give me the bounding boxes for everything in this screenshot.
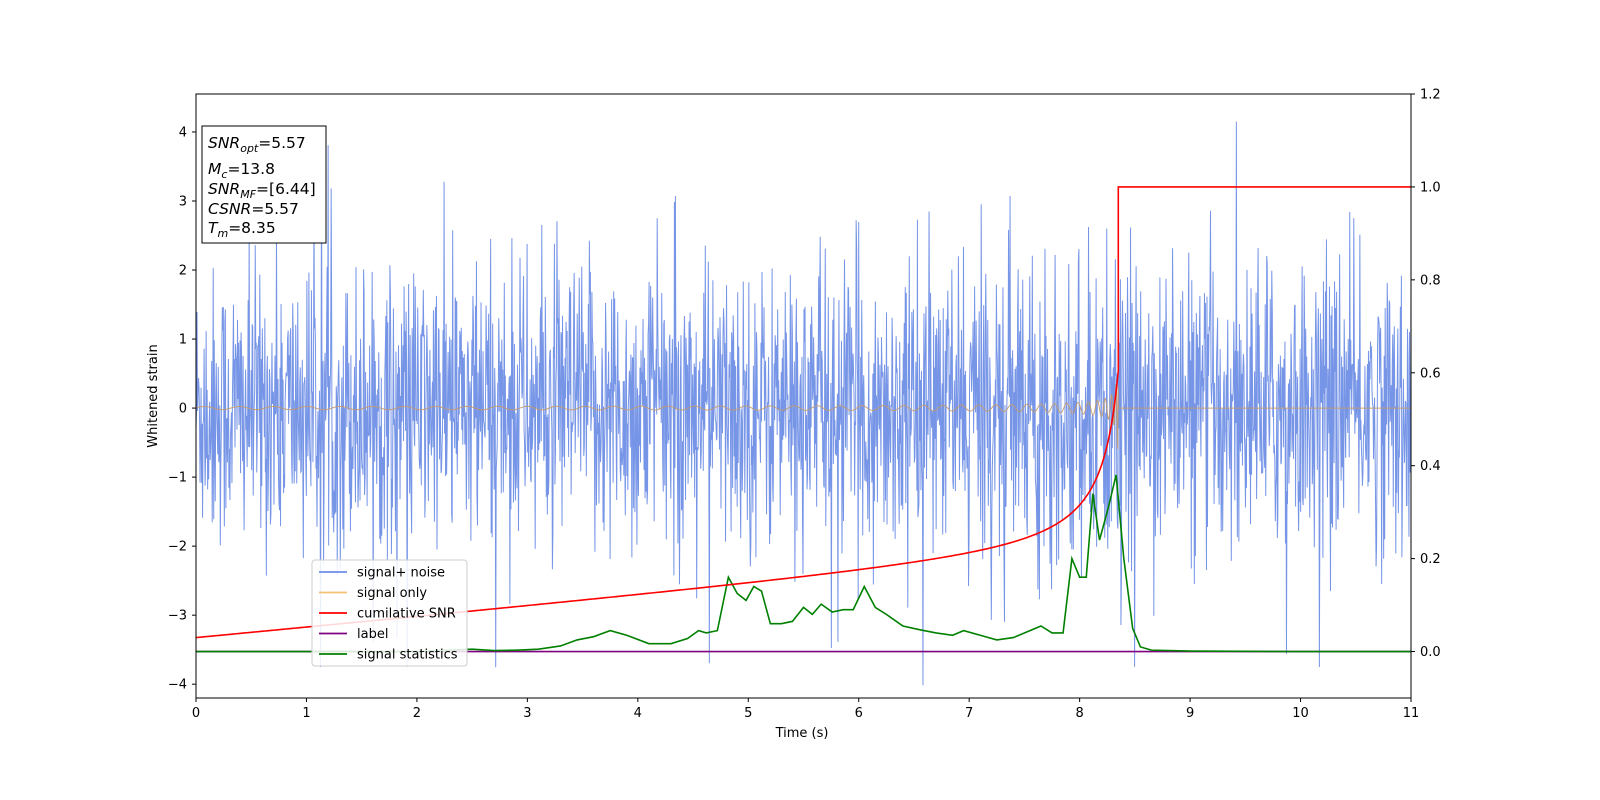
y-left-tick-label: −1 xyxy=(168,471,187,486)
legend-label: signal statistics xyxy=(357,648,458,663)
stat-line: SNRopt=5.57 xyxy=(208,134,306,155)
y-left-tick-label: −3 xyxy=(168,609,187,624)
y-left-tick-label: 1 xyxy=(179,333,187,348)
y-right-tick-label: 0.8 xyxy=(1420,273,1441,288)
x-tick-label: 2 xyxy=(413,706,421,721)
x-axis-title: Time (s) xyxy=(775,726,829,741)
y-left-tick-label: −2 xyxy=(168,540,187,555)
stat-line: Tm=8.35 xyxy=(208,219,276,240)
y-right-tick-label: 1.2 xyxy=(1420,88,1441,103)
x-tick-label: 3 xyxy=(523,706,531,721)
legend-label: cumilative SNR xyxy=(357,607,456,622)
y-left-tick-label: 3 xyxy=(179,194,187,209)
y-axis-title: Whitened strain xyxy=(146,344,161,447)
x-tick-label: 5 xyxy=(744,706,752,721)
x-tick-label: 7 xyxy=(965,706,973,721)
stat-line: Mc=13.8 xyxy=(208,160,275,181)
plot-frame xyxy=(195,93,1412,699)
y-axis-left: 4 3 2 1 0 −1 −2 −3 −4 xyxy=(168,125,196,693)
stat-line: CSNR=5.57 xyxy=(208,200,299,218)
x-tick-label: 0 xyxy=(192,706,200,721)
x-tick-label: 8 xyxy=(1075,706,1083,721)
x-tick-label: 9 xyxy=(1186,706,1194,721)
x-tick-label: 10 xyxy=(1292,706,1309,721)
y-right-tick-label: 0.2 xyxy=(1420,552,1441,567)
series-signal-plus-noise xyxy=(196,121,1411,686)
x-axis: 0 1 2 3 4 5 6 7 8 9 10 11 xyxy=(192,698,1419,721)
y-right-tick-label: 0.0 xyxy=(1420,645,1441,660)
y-left-tick-label: 0 xyxy=(179,402,187,417)
legend-label: label xyxy=(357,627,388,642)
stat-line: SNRMF=[6.44] xyxy=(208,180,316,201)
x-tick-label: 1 xyxy=(302,706,310,721)
series-signal-only xyxy=(196,383,1411,450)
y-left-tick-label: 4 xyxy=(179,125,187,140)
y-left-tick-label: −4 xyxy=(168,678,187,693)
y-right-tick-label: 1.0 xyxy=(1420,180,1441,195)
y-right-tick-label: 0.4 xyxy=(1420,459,1441,474)
stats-box: SNRopt=5.57 Mc=13.8SNRMF=[6.44]CSNR=5.57T… xyxy=(201,125,327,244)
legend-label: signal+ noise xyxy=(357,566,445,581)
x-tick-label: 4 xyxy=(634,706,642,721)
y-axis-right: 1.2 1.0 0.8 0.6 0.4 0.2 0.0 xyxy=(1411,88,1441,660)
y-left-tick-label: 2 xyxy=(179,264,187,279)
y-right-tick-label: 0.6 xyxy=(1420,366,1441,381)
x-tick-label: 11 xyxy=(1403,706,1420,721)
legend-label: signal only xyxy=(357,586,427,601)
legend: signal+ noise signal only cumilative SNR la… xyxy=(311,559,468,667)
series-signal-statistics xyxy=(196,474,1411,653)
x-tick-label: 6 xyxy=(855,706,863,721)
